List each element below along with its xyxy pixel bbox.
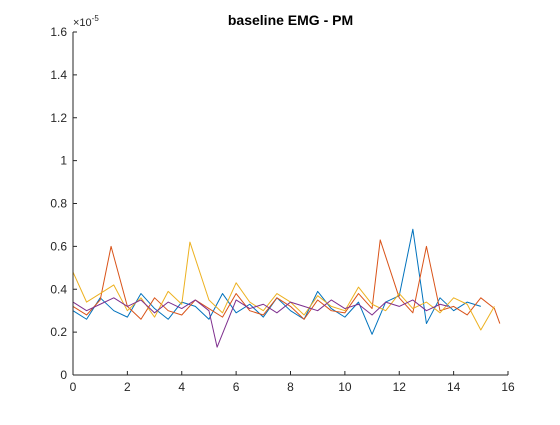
series-line-3 — [72, 241, 495, 331]
y-tick-label: 0.4 — [50, 282, 67, 296]
x-tick-label: 8 — [287, 380, 294, 394]
y-tick-label: 1 — [60, 154, 67, 168]
y-tick-label: 0 — [60, 368, 67, 382]
x-tick-label: 14 — [447, 380, 461, 394]
series-line-4 — [72, 297, 449, 348]
y-tick-label: 1.4 — [50, 68, 67, 82]
x-tick-label: 16 — [501, 380, 515, 394]
x-tick-label: 0 — [70, 380, 77, 394]
series-line-2 — [72, 239, 501, 324]
y-exponent-label: ×10-5 — [73, 14, 99, 29]
y-tick-label: 0.2 — [50, 325, 67, 339]
x-tick-label: 4 — [178, 380, 185, 394]
y-tick-label: 1.2 — [50, 111, 67, 125]
x-tick-label: 2 — [124, 380, 131, 394]
y-tick-label: 0.6 — [50, 239, 67, 253]
series-layer — [72, 228, 501, 348]
tick-layer: 0 2 4 6 8 10 12 14 16 0 0.2 0.4 0.6 0.8 1 1.2 1.4 1.6 — [50, 25, 515, 394]
plot-background — [73, 32, 508, 375]
x-tick-label: 10 — [338, 380, 352, 394]
x-tick-label: 6 — [233, 380, 240, 394]
x-tick-label: 12 — [393, 380, 407, 394]
y-tick-label: 0.8 — [50, 197, 67, 211]
chart-title: baseline EMG - PM — [228, 12, 353, 28]
y-tick-label: 1.6 — [50, 25, 67, 39]
